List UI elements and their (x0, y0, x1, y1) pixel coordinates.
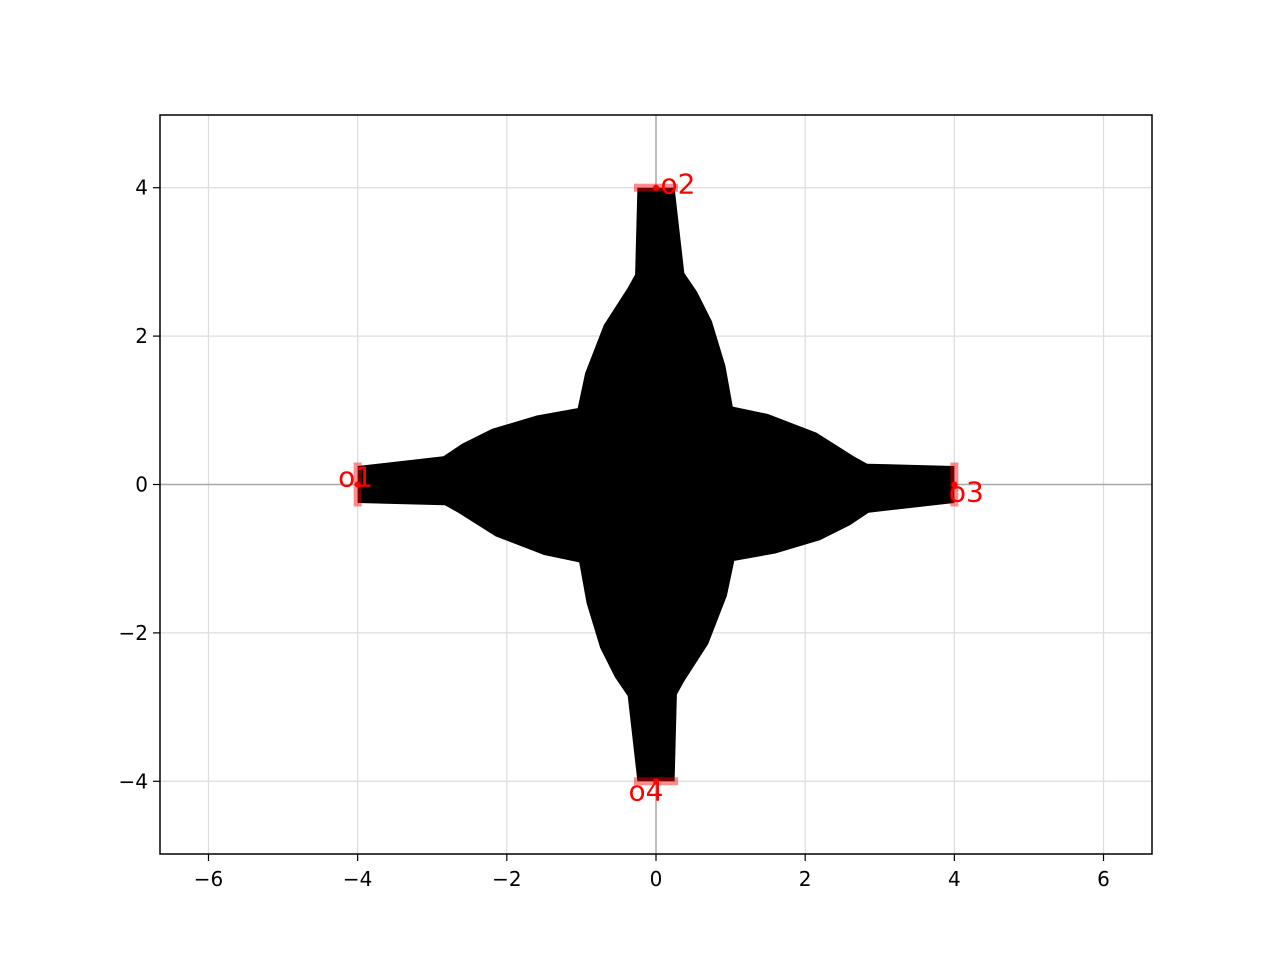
y-tick-label: 0 (135, 473, 148, 497)
port-o3: o3 (949, 462, 984, 509)
x-tick-label: −6 (194, 867, 223, 891)
x-tick-label: −2 (492, 867, 521, 891)
x-tick-label: −4 (343, 867, 372, 891)
component-shape (357, 187, 955, 782)
port-label: o3 (949, 476, 984, 509)
y-tick-label: 2 (135, 324, 148, 348)
port-o1: o1 (338, 461, 373, 507)
port-o2: o2 (634, 168, 695, 201)
port-label: o2 (661, 168, 696, 201)
x-tick-label: 6 (1097, 867, 1110, 891)
y-tick-label: 4 (135, 176, 148, 200)
ports: o1 o2 o3 o4 (338, 168, 984, 808)
port-point (951, 481, 958, 488)
x-tick-label: 4 (948, 867, 961, 891)
y-tick-label: −2 (119, 621, 148, 645)
port-point (354, 481, 361, 488)
y-tick-label: −4 (119, 769, 148, 793)
port-point (653, 778, 659, 785)
x-tick-label: 2 (799, 867, 812, 891)
y-axis: −4 −2 0 2 4 (119, 176, 160, 793)
x-axis: −6 −4 −2 0 2 4 6 (194, 854, 1110, 891)
port-label: o1 (338, 461, 373, 494)
port-o4: o4 (629, 774, 678, 807)
x-tick-label: 0 (650, 867, 663, 891)
port-point (653, 184, 659, 191)
port-label: o4 (629, 774, 664, 807)
